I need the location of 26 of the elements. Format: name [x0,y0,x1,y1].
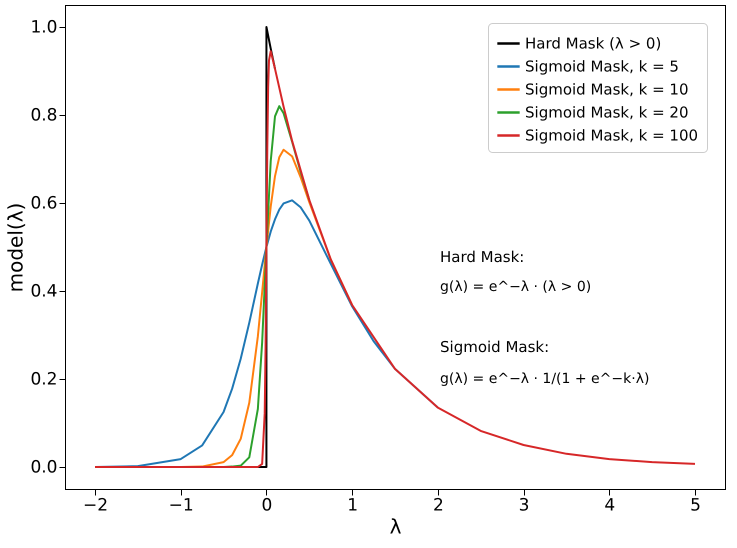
x-tick-label: 2 [432,496,444,516]
y-tick-label: 1.0 [30,18,58,38]
y-tick-label: 0.0 [30,458,58,478]
x-tick-label: 3 [518,496,530,516]
annotation: Sigmoid Mask: [440,338,550,356]
y-tick-label: 0.6 [30,194,58,214]
annotation: Hard Mask: [440,248,524,266]
y-tick-label: 0.2 [30,370,58,390]
legend-label: Sigmoid Mask, k = 100 [525,126,698,144]
x-tick-label: −1 [168,496,194,516]
x-tick-label: 1 [347,496,358,516]
y-axis-title: model(λ) [3,202,28,292]
x-tick-label: 5 [690,496,701,516]
x-tick-label: −2 [82,496,108,516]
line-series [94,50,696,468]
y-tick-label: 0.4 [30,282,58,302]
legend-label: Sigmoid Mask, k = 5 [525,58,679,76]
legend-label: Sigmoid Mask, k = 20 [525,104,689,122]
annotation: g(λ) = e^−λ · 1/(1 + e^−k·λ) [440,371,650,387]
legend-label: Sigmoid Mask, k = 10 [525,80,689,98]
x-axis-title: λ [390,514,402,538]
annotation: g(λ) = e^−λ · (λ > 0) [440,279,592,295]
x-tick-label: 0 [262,496,272,516]
y-tick-label: 0.8 [30,106,58,126]
x-tick-label: 4 [604,496,616,516]
legend-label: Hard Mask (λ > 0) [525,34,662,52]
